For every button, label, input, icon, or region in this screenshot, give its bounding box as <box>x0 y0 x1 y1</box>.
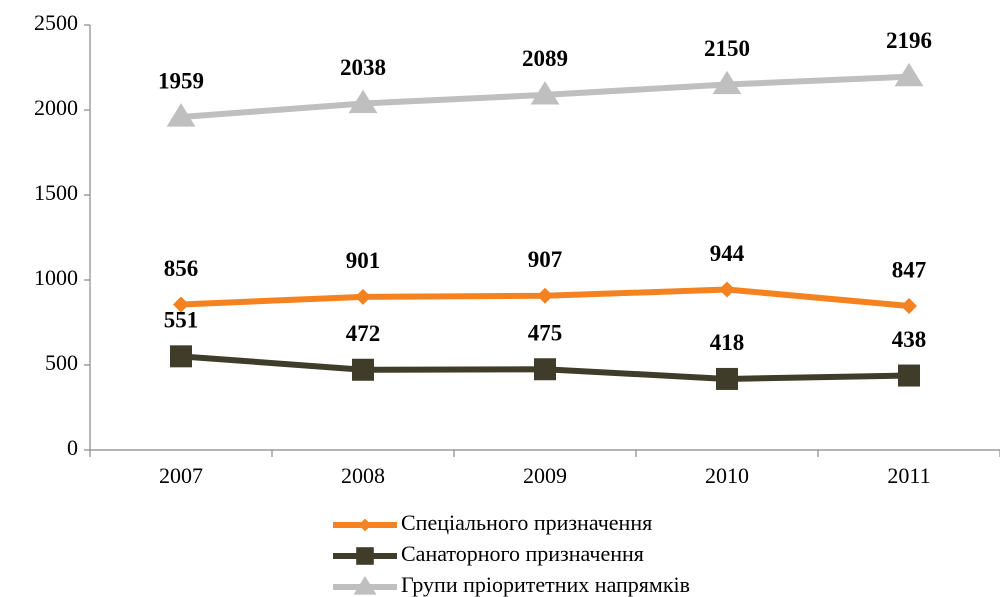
y-tick-label: 1500 <box>34 180 78 205</box>
legend-marker <box>356 547 374 565</box>
point <box>534 358 556 381</box>
point <box>348 89 378 114</box>
point <box>352 358 374 381</box>
point <box>898 364 920 387</box>
point <box>901 298 917 315</box>
data-label: 1959 <box>158 68 204 93</box>
point <box>355 288 371 305</box>
x-tick-label: 2007 <box>159 463 203 488</box>
y-tick-label: 0 <box>67 435 78 460</box>
point <box>170 345 192 368</box>
y-tick-label: 500 <box>45 350 78 375</box>
data-label: 472 <box>346 321 381 346</box>
legend-marker <box>353 575 377 595</box>
point <box>166 103 196 127</box>
point <box>173 296 189 313</box>
data-label: 2089 <box>522 46 568 71</box>
legend-label: Санаторного призначення <box>401 541 644 566</box>
data-label: 418 <box>710 330 745 355</box>
y-tick-label: 2500 <box>34 10 78 35</box>
data-label: 551 <box>164 308 199 333</box>
data-label: 847 <box>892 257 927 282</box>
x-tick-label: 2009 <box>523 463 567 488</box>
legend-label: Групи пріоритетних напрямків <box>401 572 690 597</box>
point <box>716 367 738 390</box>
data-label: 438 <box>892 327 927 352</box>
data-label: 944 <box>710 241 745 266</box>
point <box>712 70 742 95</box>
y-tick-label: 2000 <box>34 95 78 120</box>
point <box>537 287 553 304</box>
data-label: 907 <box>528 247 563 272</box>
data-label: 2038 <box>340 55 386 80</box>
point <box>894 62 924 87</box>
data-label: 2196 <box>886 28 932 53</box>
legend-label: Спеціального призначення <box>401 510 652 535</box>
data-label: 475 <box>528 321 563 346</box>
x-tick-label: 2011 <box>887 463 930 488</box>
data-label: 901 <box>346 248 381 273</box>
data-label: 2150 <box>704 36 750 61</box>
legend-marker <box>358 518 372 532</box>
x-tick-label: 2008 <box>341 463 385 488</box>
x-tick-label: 2010 <box>705 463 749 488</box>
data-label: 856 <box>164 256 199 281</box>
y-tick-label: 1000 <box>34 265 78 290</box>
point <box>719 281 735 298</box>
point <box>530 81 560 105</box>
